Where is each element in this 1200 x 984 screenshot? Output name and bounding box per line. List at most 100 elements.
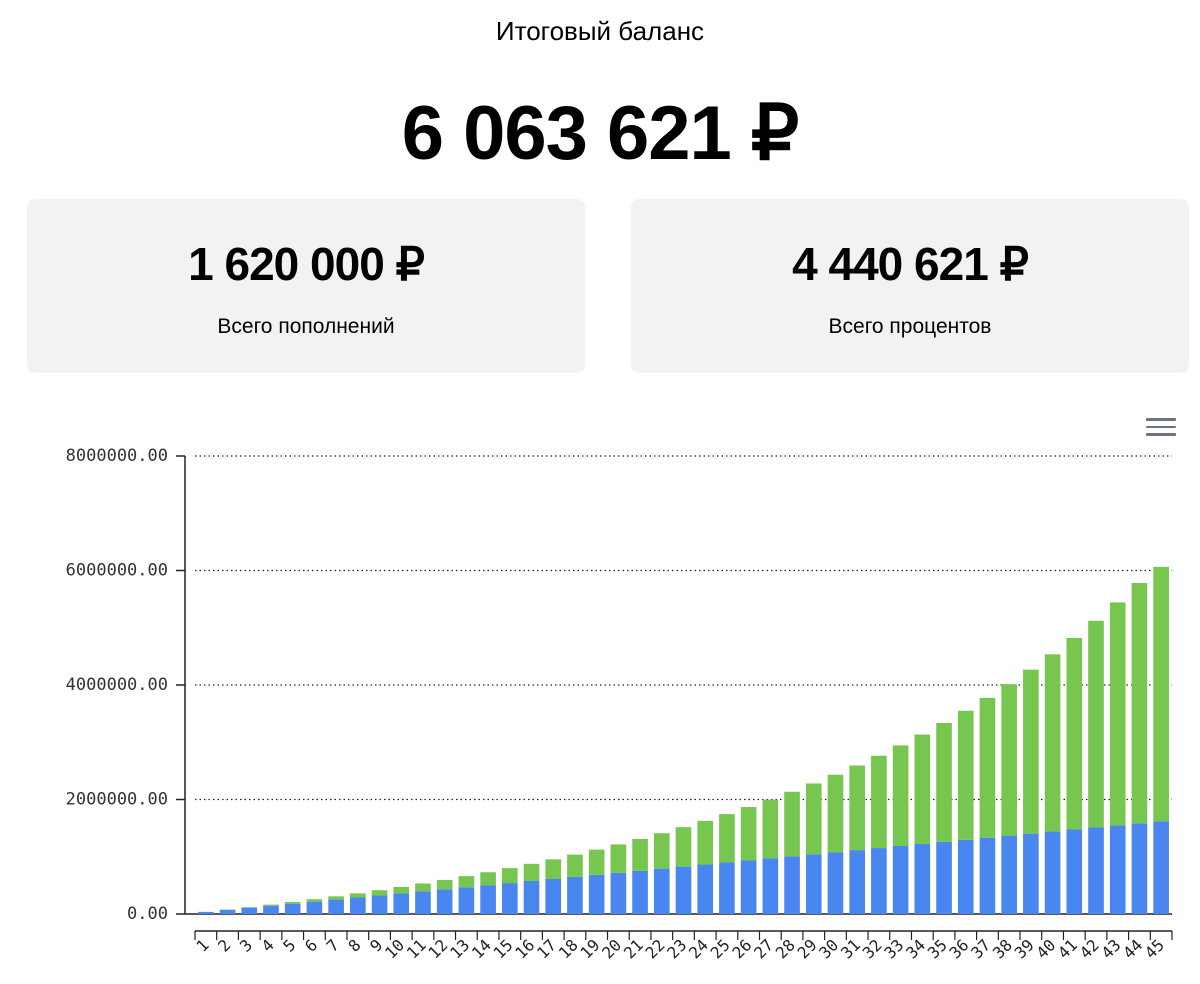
y-tick-label: 2000000.00	[66, 790, 168, 810]
bar-interest	[1066, 638, 1083, 830]
menu-line	[1146, 425, 1176, 428]
bar-deposits	[697, 864, 714, 914]
bar-deposits	[284, 903, 301, 914]
bar-deposits	[1088, 827, 1104, 914]
bar-interest	[306, 899, 323, 902]
bar-deposits	[1153, 821, 1169, 914]
bar-interest	[979, 697, 996, 838]
bar-deposits	[501, 883, 518, 914]
bar-interest	[610, 844, 627, 873]
bar-deposits	[588, 874, 605, 914]
bar-deposits	[328, 899, 344, 914]
bar-interest	[936, 722, 952, 842]
x-tick-label: 45	[1141, 935, 1168, 962]
bar-deposits	[1066, 829, 1083, 914]
x-tick-label: 1	[192, 935, 212, 955]
final-balance: 6 063 621 ₽	[401, 91, 800, 176]
bar-deposits	[480, 885, 496, 914]
bar-deposits	[241, 907, 258, 914]
bar-interest	[871, 755, 887, 849]
balance-chart: 0.00 2000000.00 4000000.00 6000000.00 800000…	[66, 446, 1173, 962]
bar-interest	[436, 879, 453, 890]
deposits-amount: 1 620 000 ₽	[188, 238, 425, 290]
hamburger-menu-icon[interactable]	[1146, 418, 1176, 442]
bar-deposits	[957, 839, 974, 914]
bar-deposits	[1109, 825, 1126, 914]
bar-interest	[719, 814, 735, 863]
bar-interest	[805, 783, 822, 855]
bar-deposits	[306, 901, 323, 914]
bar-deposits	[523, 881, 540, 914]
bar-interest	[653, 833, 670, 869]
bar-interest	[892, 745, 909, 846]
bar-interest	[241, 907, 258, 908]
bar-deposits	[263, 905, 279, 914]
bar-deposits	[198, 911, 214, 914]
bar-interest	[415, 883, 431, 892]
bar-interest	[284, 901, 301, 904]
y-tick-label: 4000000.00	[66, 675, 168, 695]
bar-deposits	[762, 858, 779, 914]
bar-interest	[1023, 669, 1039, 834]
x-tick-label: 7	[323, 935, 343, 955]
bar-interest	[501, 868, 518, 884]
bar-interest	[1001, 684, 1017, 836]
bar-interest	[350, 893, 366, 898]
bar-interest	[827, 774, 844, 853]
bar-interest	[675, 827, 692, 867]
bar-interest	[740, 807, 757, 861]
bar-deposits	[849, 850, 866, 914]
bar-interest	[1109, 602, 1126, 826]
bar-deposits	[719, 862, 735, 914]
bar-deposits	[1001, 835, 1017, 914]
bar-interest	[762, 799, 779, 859]
bar-interest	[1088, 620, 1104, 828]
bar-interest	[371, 890, 388, 896]
bar-deposits	[545, 878, 562, 914]
y-tick-label: 0.00	[127, 904, 168, 924]
bar-deposits	[784, 856, 800, 914]
bar-deposits	[1023, 833, 1039, 914]
deposits-label: Всего пополнений	[217, 315, 395, 338]
bar-deposits	[914, 843, 931, 914]
y-tick-label: 8000000.00	[66, 446, 168, 466]
bar-interest	[328, 896, 344, 900]
bar-deposits	[219, 909, 236, 914]
bar-interest	[480, 872, 496, 886]
x-tick-label: 6	[301, 935, 321, 955]
page-title: Итоговый баланс	[495, 16, 705, 46]
y-tick-label: 6000000.00	[66, 561, 168, 581]
bar-deposits	[436, 889, 453, 914]
bar-deposits	[350, 897, 366, 914]
interest-amount: 4 440 621 ₽	[792, 238, 1029, 290]
x-tick-label: 5	[279, 935, 299, 955]
bar-deposits	[632, 870, 648, 914]
bar-deposits	[371, 895, 388, 914]
bar-interest	[1044, 654, 1061, 832]
deposits-card: 1 620 000 ₽ Всего пополнений	[27, 199, 585, 373]
bar-interest	[393, 886, 410, 894]
bar-interest	[588, 849, 605, 875]
menu-line	[1146, 433, 1176, 436]
bar-interest	[697, 820, 714, 865]
bar-interest	[545, 859, 562, 879]
bar-deposits	[610, 872, 627, 914]
bar-interest	[849, 765, 866, 851]
bar-deposits	[871, 848, 887, 914]
x-tick-label: 3	[236, 935, 256, 955]
x-tick-label: 2	[214, 935, 234, 955]
x-tick-label: 4	[258, 935, 278, 955]
bar-deposits	[827, 852, 844, 914]
interest-card: 4 440 621 ₽ Всего процентов	[631, 199, 1189, 373]
bar-deposits	[740, 860, 757, 914]
bar-interest	[567, 854, 583, 877]
bar-deposits	[936, 841, 952, 914]
bar-deposits	[653, 868, 670, 914]
bar-deposits	[805, 854, 822, 914]
bar-deposits	[979, 837, 996, 914]
bar-interest	[632, 838, 648, 871]
bar-deposits	[393, 893, 410, 914]
interest-label: Всего процентов	[828, 315, 992, 338]
bar-deposits	[892, 845, 909, 914]
bar-interest	[458, 876, 475, 888]
